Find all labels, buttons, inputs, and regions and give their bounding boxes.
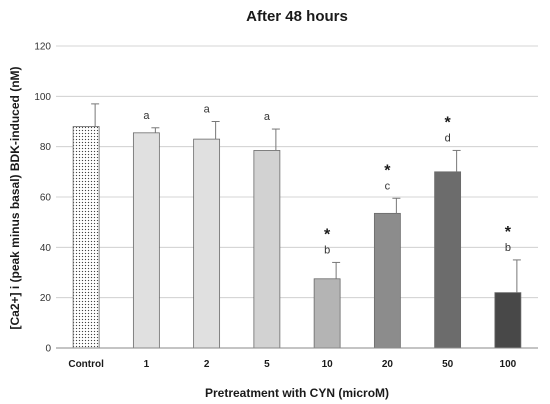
bar-50 (434, 171, 462, 349)
significance-letter: d (445, 132, 451, 144)
x-tick-label: 2 (204, 359, 210, 370)
y-tick-label: 100 (34, 92, 51, 103)
significance-letter: c (385, 180, 391, 192)
x-tick-label: 50 (442, 359, 454, 370)
bar-1 (132, 132, 160, 349)
significance-star: * (445, 114, 452, 131)
x-tick-label: 20 (382, 359, 394, 370)
grid-lines (56, 45, 538, 299)
x-tick-label: 100 (500, 359, 517, 370)
bar-100 (494, 292, 522, 349)
y-tick-label: 80 (40, 142, 52, 153)
y-tick-label: 60 (40, 193, 52, 204)
y-tick-label: 120 (34, 42, 51, 53)
x-tick-label: Control (68, 359, 104, 370)
bar-2 (193, 138, 221, 349)
x-axis-label: Pretreatment with CYN (microM) (205, 386, 389, 400)
y-tick-label: 20 (40, 293, 52, 304)
bar-10 (313, 278, 341, 349)
significance-star: * (324, 226, 331, 243)
significance-letter: a (143, 110, 150, 122)
x-tick-label: 1 (144, 359, 150, 370)
x-tick-label: 10 (322, 359, 334, 370)
error-bars (91, 103, 521, 293)
x-tick-labels: Control 1 2 5 10 20 50 100 (68, 359, 516, 370)
bars (72, 126, 522, 349)
significance-star: * (505, 224, 512, 241)
y-tick-label: 0 (45, 344, 51, 355)
chart-title: After 48 hours (246, 8, 348, 25)
significance-letter: a (204, 104, 211, 116)
x-tick-label: 5 (264, 359, 270, 370)
significance-letter: a (264, 111, 271, 123)
y-axis-label: [Ca2+] i (peak minus basal) BDK-induced … (8, 66, 22, 329)
bar-5 (253, 150, 281, 349)
significance-letter: b (505, 242, 511, 254)
bar-control (72, 126, 100, 349)
y-tick-label: 40 (40, 243, 52, 254)
y-tick-labels: 0 20 40 60 80 100 120 (34, 42, 51, 355)
bar-20 (373, 212, 401, 349)
significance-star: * (384, 162, 391, 179)
significance-letter: b (324, 244, 330, 256)
